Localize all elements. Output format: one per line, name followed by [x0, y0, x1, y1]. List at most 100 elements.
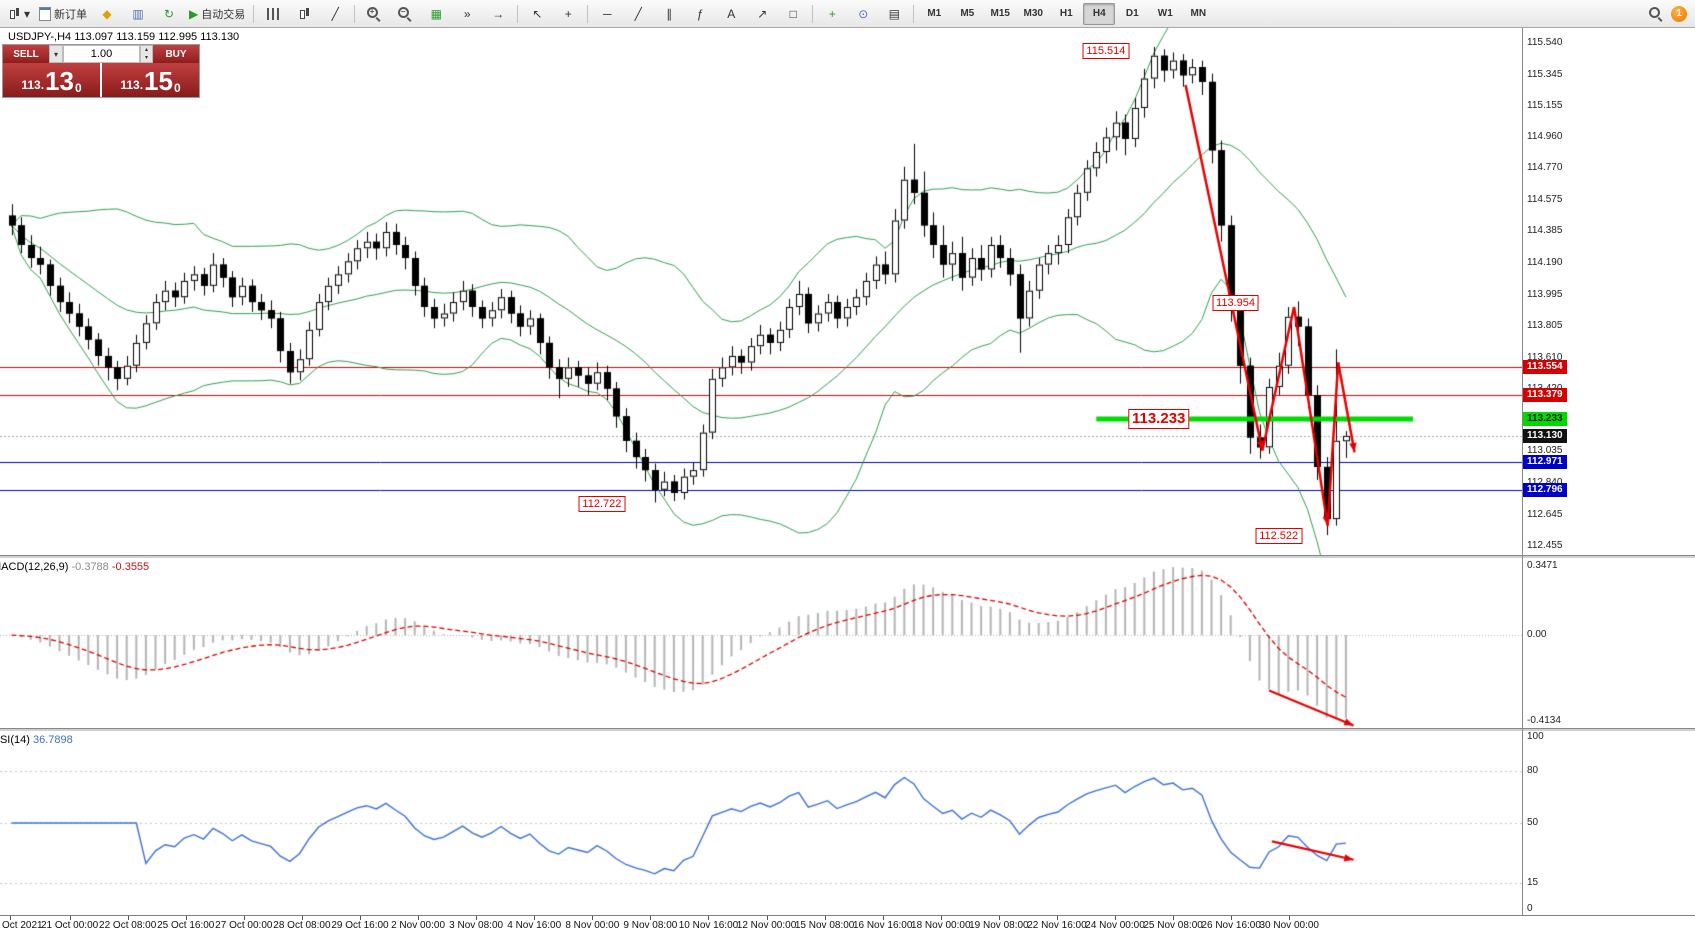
time-axis-label: 28 Oct 08:00: [273, 920, 331, 931]
price-scale-label: 114.770: [1527, 162, 1563, 174]
new-order-button[interactable]: 新订单: [35, 2, 91, 26]
fibonacci-icon: ƒ: [696, 6, 704, 21]
market-button[interactable]: ◆: [92, 2, 122, 26]
timeframe-m1[interactable]: M1: [927, 8, 942, 19]
price-badge: 113.554: [1523, 359, 1567, 374]
volume-input[interactable]: [63, 45, 140, 63]
tile-windows-button[interactable]: ▦: [421, 2, 451, 26]
notification-badge[interactable]: 1: [1671, 5, 1687, 22]
price-badge: 113.233: [1523, 412, 1567, 427]
add-indicator-button[interactable]: +: [817, 2, 847, 26]
time-axis-tick: [941, 916, 942, 920]
shapes-button[interactable]: □: [778, 2, 808, 26]
templates-button[interactable]: ▤: [879, 2, 909, 26]
toolbar-separator: [587, 4, 589, 23]
zoom-in-button[interactable]: +: [359, 2, 389, 26]
price-scale-label: 113.035: [1527, 445, 1563, 457]
time-axis-label: 9 Nov 08:00: [623, 920, 678, 931]
sell-price-button[interactable]: 113. 13 0: [3, 63, 100, 97]
arrow-tool-icon: ↗: [757, 6, 768, 21]
chart-shift-button[interactable]: →: [483, 2, 513, 26]
periods-icon: ⊙: [858, 6, 869, 21]
rsi-scale-label: 15: [1527, 877, 1539, 889]
timeframe-d1[interactable]: D1: [1125, 8, 1139, 19]
horizontal-line-button[interactable]: ─: [592, 2, 622, 26]
time-axis-tick: [186, 916, 187, 920]
time-axis-tick: [767, 916, 768, 920]
price-annotation[interactable]: 113.954: [1212, 294, 1259, 311]
channel-button[interactable]: ∥: [654, 2, 684, 26]
volume-spinner[interactable]: ▴ ▾: [140, 45, 153, 63]
symbol-ohlc-header: USDJPY-,H4 113.097 113.159 112.995 113.1…: [8, 31, 240, 43]
text-tool-icon: A: [727, 6, 736, 21]
timeframe-w1[interactable]: W1: [1157, 8, 1173, 19]
tile-windows-icon: ▦: [430, 6, 442, 21]
buy-price-button[interactable]: 113. 15 0: [102, 63, 199, 97]
periods-button[interactable]: ⊙: [848, 2, 878, 26]
search-icon[interactable]: [1649, 6, 1663, 21]
play-icon: ▶: [189, 6, 199, 21]
cursor-button[interactable]: ↖: [522, 2, 552, 26]
time-axis-label: 30 Nov 00:00: [1259, 920, 1320, 931]
line-chart-button[interactable]: ╱: [320, 2, 350, 26]
main-chart-canvas[interactable]: [0, 28, 1522, 555]
toolbar-separator: [253, 4, 255, 23]
zoom-out-button[interactable]: −: [390, 2, 420, 26]
price-scale-label: 115.540: [1527, 36, 1563, 48]
crosshair-icon: +: [564, 6, 572, 21]
profiles-button[interactable]: ▥: [123, 2, 153, 26]
time-axis-label: 25 Oct 16:00: [157, 920, 215, 931]
buy-button[interactable]: BUY: [153, 45, 199, 63]
arrow-tool-button[interactable]: ↗: [747, 2, 777, 26]
timeframe-h1[interactable]: H1: [1059, 8, 1073, 19]
time-axis-tick: [302, 916, 303, 920]
price-annotation[interactable]: 112.522: [1255, 528, 1303, 545]
sell-button[interactable]: SELL: [3, 45, 49, 63]
price-scale-label: 112.840: [1527, 477, 1562, 489]
macd-scale-min: -0.4134: [1527, 715, 1561, 726]
time-axis-label: 27 Oct 00:00: [215, 920, 273, 931]
autotrading-button[interactable]: ▶ 自动交易: [189, 6, 246, 21]
time-axis-label: Oct 2021: [2, 920, 43, 931]
price-annotation[interactable]: 112.722: [578, 495, 626, 512]
auto-scroll-button[interactable]: »: [452, 2, 482, 26]
price-scale-label: 113.420: [1527, 383, 1562, 395]
add-indicator-icon: +: [828, 6, 836, 21]
macd-canvas[interactable]: [0, 558, 1522, 728]
main-chart-panel: USDJPY-,H4 113.097 113.159 112.995 113.1…: [0, 28, 1522, 555]
market-icon: ◆: [102, 6, 112, 21]
time-axis-label: 24 Nov 00:00: [1085, 920, 1145, 931]
timeframe-m5[interactable]: M5: [960, 8, 975, 19]
spinner-down-icon[interactable]: ▾: [144, 55, 148, 61]
price-scale[interactable]: [1523, 28, 1623, 915]
timeframe-mn[interactable]: MN: [1190, 8, 1207, 19]
timeframe-m30[interactable]: M30: [1023, 8, 1043, 19]
timeframe-h4[interactable]: H4: [1083, 2, 1116, 25]
time-axis-tick: [1289, 916, 1290, 920]
price-annotation[interactable]: 115.514: [1082, 42, 1130, 59]
price-annotation[interactable]: 113.233: [1127, 409, 1190, 430]
text-tool-button[interactable]: A: [716, 2, 746, 26]
candlestick-chart-button[interactable]: [289, 2, 319, 26]
panel-divider[interactable]: [0, 728, 1695, 731]
rsi-canvas[interactable]: [0, 731, 1522, 915]
fibonacci-button[interactable]: ƒ: [685, 2, 715, 26]
time-axis-label: 4 Nov 16:00: [507, 920, 562, 931]
crosshair-button[interactable]: +: [553, 2, 583, 26]
time-axis[interactable]: Oct 2021 21 Oct 00:00 22 Oct 08:00 25 Oct 1…: [0, 915, 1695, 951]
bar-chart-button[interactable]: [258, 2, 288, 26]
new-chart-button[interactable]: ▾: [4, 2, 34, 26]
order-ticket-icon: [39, 6, 52, 21]
timeframe-m15[interactable]: M15: [990, 8, 1010, 19]
time-axis-label: 29 Oct 16:00: [331, 920, 389, 931]
panel-divider[interactable]: [0, 555, 1695, 558]
price-scale-label: 112.645: [1527, 509, 1563, 521]
volume-dropdown[interactable]: ▾: [49, 45, 63, 63]
time-axis-label: 18 Nov 00:00: [911, 920, 971, 931]
candlestick-chart-icon: [8, 7, 21, 20]
spinner-up-icon[interactable]: ▴: [144, 47, 148, 53]
price-scale-label: 114.575: [1527, 194, 1563, 206]
time-axis-label: 16 Nov 16:00: [852, 920, 913, 931]
refresh-button[interactable]: ↻: [154, 2, 184, 26]
trendline-button[interactable]: ╱: [623, 2, 653, 26]
